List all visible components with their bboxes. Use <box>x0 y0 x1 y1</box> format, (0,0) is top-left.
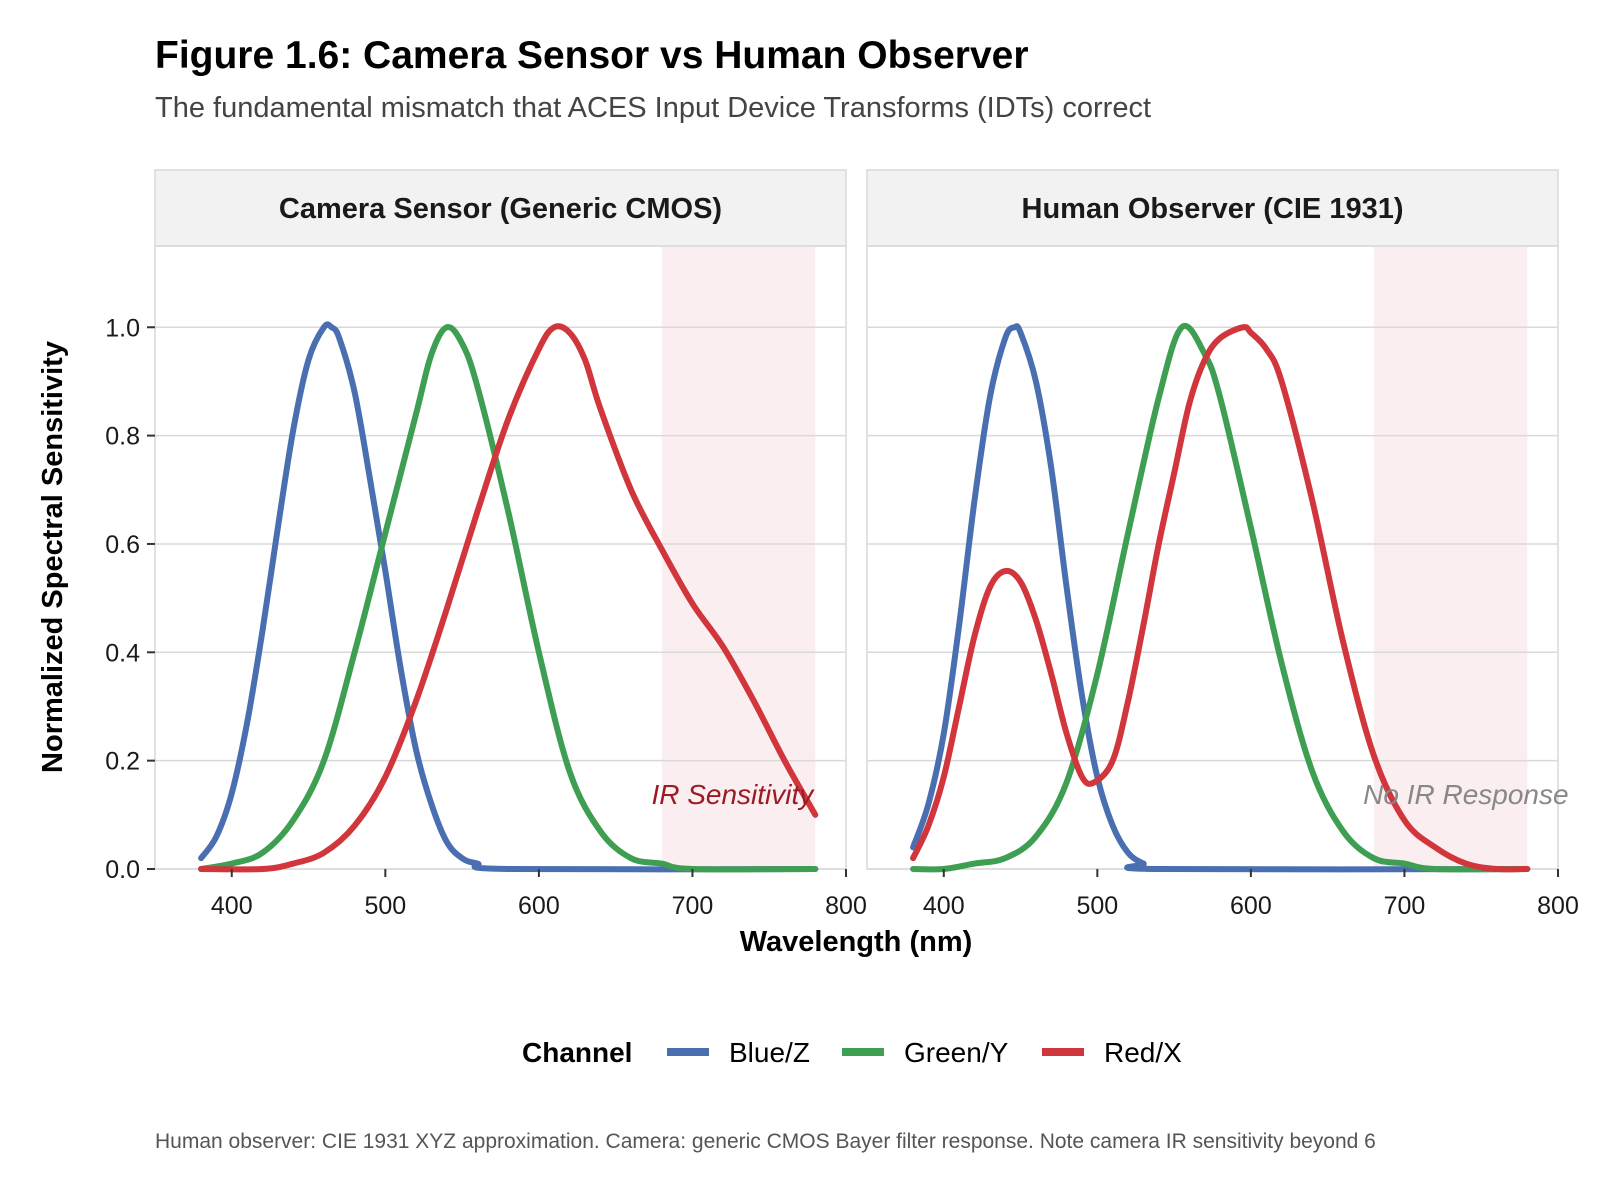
y-tick-label: 0.4 <box>105 639 140 667</box>
y-tick-label: 0.0 <box>105 856 140 884</box>
x-tick-label: 700 <box>1384 892 1426 920</box>
ir-band <box>1373 246 1528 869</box>
series-line-green-y <box>198 324 819 873</box>
y-tick-label: 0.6 <box>105 531 140 559</box>
figure-title: Figure 1.6: Camera Sensor vs Human Obser… <box>155 34 1029 77</box>
x-tick-label: 800 <box>825 892 867 920</box>
figure-subtitle: The fundamental mismatch that ACES Input… <box>155 92 1152 124</box>
figure-caption: Human observer: CIE 1931 XYZ approximati… <box>155 1130 1376 1153</box>
faceted-line-chart: Camera Sensor (Generic CMOS) IR Sensitivi… <box>37 169 1579 1068</box>
series-line-red-x <box>910 324 1531 873</box>
y-tick-label: 0.2 <box>105 748 140 776</box>
x-tick-label: 800 <box>1537 892 1579 920</box>
legend-label-red: Red/X <box>1104 1037 1182 1068</box>
legend-title: Channel <box>522 1037 632 1068</box>
x-tick-label: 500 <box>1076 892 1118 920</box>
annotation: IR Sensitivity <box>651 779 815 810</box>
facet-strip-label: Human Observer (CIE 1931) <box>1022 193 1404 225</box>
panel-human: Human Observer (CIE 1931) No IR Response 4… <box>866 169 1579 920</box>
x-tick-label: 700 <box>672 892 714 920</box>
series-line-blue-z <box>910 323 1531 873</box>
legend-key-green <box>842 1048 884 1056</box>
annotation: No IR Response <box>1363 779 1568 810</box>
x-tick-label: 500 <box>364 892 406 920</box>
y-tick-label: 1.0 <box>105 314 140 342</box>
legend-label-green: Green/Y <box>904 1037 1009 1068</box>
x-tick-label: 400 <box>923 892 965 920</box>
series-line-blue-z <box>198 321 819 873</box>
legend-key-red <box>1042 1048 1084 1056</box>
series-line-red-x <box>198 323 819 873</box>
x-tick-label: 600 <box>518 892 560 920</box>
legend-label-blue: Blue/Z <box>729 1037 810 1068</box>
x-tick-label: 600 <box>1230 892 1272 920</box>
y-axis-title: Normalized Spectral Sensitivity <box>37 341 69 773</box>
legend-key-blue <box>667 1048 709 1056</box>
x-tick-label: 400 <box>211 892 253 920</box>
legend: Channel Blue/Z Green/Y Red/X <box>522 1037 1182 1068</box>
panel-camera: Camera Sensor (Generic CMOS) IR Sensitivi… <box>105 169 867 920</box>
x-axis-title: Wavelength (nm) <box>740 926 973 958</box>
y-tick-label: 0.8 <box>105 423 140 451</box>
series-line-green-y <box>910 322 1531 873</box>
facet-strip-label: Camera Sensor (Generic CMOS) <box>279 193 722 225</box>
